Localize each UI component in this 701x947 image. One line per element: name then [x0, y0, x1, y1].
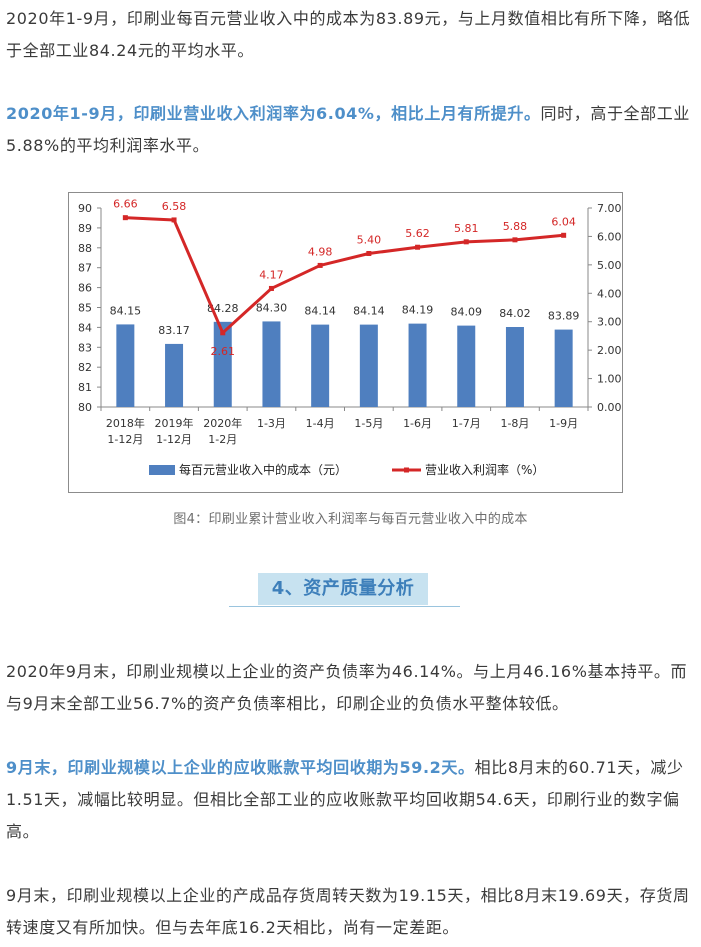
legend-bar-label: 每百元营业收入中的成本（元） — [179, 462, 347, 477]
cost-bar-data-label: 84.09 — [451, 306, 483, 319]
cost-bar — [554, 329, 573, 407]
right-axis-tick-label: 1.00 — [597, 373, 622, 386]
profit-rate-data-label: 2.61 — [211, 345, 236, 358]
section-title: 4、资产质量分析 — [258, 573, 428, 605]
left-axis-tick-label: 87 — [78, 262, 92, 275]
profit-rate-data-label: 5.88 — [503, 220, 528, 233]
profit-rate-data-label: 4.17 — [259, 268, 284, 281]
left-axis-tick-label: 81 — [78, 381, 92, 394]
x-axis-category-label: 1-6月 — [403, 417, 432, 430]
paragraph-profit-rate: 2020年1-9月，印刷业营业收入利润率为6.04%，相比上月有所提升。同时，高… — [6, 98, 692, 162]
left-axis-tick-label: 90 — [78, 202, 92, 215]
profit-rate-marker — [220, 330, 226, 336]
cost-bar — [165, 343, 184, 407]
paragraph-debt-ratio: 2020年9月末，印刷业规模以上企业的资产负债率为46.14%。与上月46.16… — [6, 662, 688, 713]
x-axis-category-label: 1-8月 — [500, 417, 529, 430]
profit-rate-marker — [268, 285, 274, 291]
left-axis-tick-label: 88 — [78, 242, 92, 255]
section-underline — [229, 606, 460, 607]
legend-bar-swatch — [149, 465, 175, 475]
profit-rate-data-label: 6.04 — [551, 215, 576, 228]
profit-rate-data-label: 6.58 — [162, 200, 187, 213]
profit-rate-marker — [512, 237, 518, 243]
cost-bar-data-label: 84.14 — [353, 305, 385, 318]
x-axis-category-label: 1-12月 — [107, 433, 143, 446]
x-axis-category-label: 1-2月 — [208, 433, 237, 446]
cost-bar — [311, 324, 330, 407]
profit-rate-marker — [366, 250, 372, 256]
cost-bar-data-label: 84.19 — [402, 304, 434, 317]
right-axis-tick-label: 3.00 — [597, 316, 622, 329]
legend-line-marker — [404, 467, 409, 473]
profit-rate-marker — [463, 239, 469, 245]
section-header: 4、资产质量分析 — [229, 573, 460, 607]
cost-bar-data-label: 84.30 — [256, 301, 288, 314]
x-axis-category-label: 1-4月 — [306, 417, 335, 430]
cost-bar — [116, 324, 135, 407]
profit-rate-data-label: 5.40 — [357, 233, 382, 246]
left-axis-tick-label: 89 — [78, 222, 92, 235]
paragraph-receivables-rest: 相比8月末的60.71天，减少1.51天，减幅比较明显。但相比全部工业的应收账款… — [6, 758, 684, 841]
right-axis-tick-label: 7.00 — [597, 202, 622, 215]
x-axis-category-label: 2018年 — [106, 416, 145, 430]
figure-caption: 图4：印刷业累计营业收入利润率与每百元营业收入中的成本 — [173, 512, 528, 527]
left-axis-tick-label: 82 — [78, 361, 92, 374]
profit-rate-marker — [317, 262, 323, 268]
left-axis-tick-label: 85 — [78, 302, 92, 315]
cost-bar-data-label: 83.17 — [158, 324, 190, 337]
combo-chart: 80 81 82 83 84 85 86 87 88 89 90 0.00 1.00 2.00 3.00 4.… — [78, 198, 622, 477]
paragraph-receivables: 9月末，印刷业规模以上企业的应收账款平均回收期为59.2天。相比8月末的60.7… — [6, 752, 692, 848]
right-axis-tick-label: 0.00 — [597, 401, 622, 414]
x-axis-category-label: 1-9月 — [549, 417, 578, 430]
cost-bar — [505, 327, 524, 407]
x-axis-category-label: 1-3月 — [257, 417, 286, 430]
paragraph-inventory: 9月末，印刷业规模以上企业的产成品存货周转天数为19.15天，相比8月末19.6… — [6, 886, 690, 937]
cost-bar-data-label: 84.14 — [304, 305, 336, 318]
cost-bar — [408, 323, 427, 407]
chart-frame: 80 81 82 83 84 85 86 87 88 89 90 0.00 1.00 2.00 3.00 4.… — [68, 192, 623, 493]
cost-bar — [359, 324, 378, 407]
highlight-profit-rate: 2020年1-9月，印刷业营业收入利润率为6.04%，相比上月有所提升。 — [6, 104, 541, 123]
profit-rate-marker — [415, 244, 421, 250]
profit-rate-marker — [122, 215, 128, 221]
right-axis-tick-label: 2.00 — [597, 344, 622, 357]
cost-bar — [213, 321, 232, 407]
cost-bar-data-label: 84.02 — [499, 307, 531, 320]
x-axis-category-label: 1-12月 — [156, 433, 192, 446]
left-axis-tick-label: 80 — [78, 401, 92, 414]
x-axis-category-label: 2020年 — [203, 416, 242, 430]
legend-line-label: 营业收入利润率（%） — [425, 462, 544, 477]
cost-bar-data-label: 84.15 — [110, 304, 142, 317]
profit-rate-marker — [171, 217, 177, 223]
x-axis-category-label: 1-5月 — [354, 417, 383, 430]
right-axis-tick-label: 4.00 — [597, 287, 622, 300]
right-axis-tick-label: 6.00 — [597, 230, 622, 243]
profit-rate-data-label: 4.98 — [308, 245, 333, 258]
left-axis-tick-label: 86 — [78, 282, 92, 295]
cost-bar — [262, 321, 281, 407]
left-axis-tick-label: 83 — [78, 341, 92, 354]
paragraph-cost: 2020年1-9月，印刷业每百元营业收入中的成本为83.89元，与上月数值相比有… — [6, 9, 691, 60]
left-axis-tick-label: 84 — [78, 321, 92, 334]
paragraph-profit-rate-rest: 同时，高于全部工业5.88%的平均利润率水平。 — [6, 104, 690, 155]
x-axis-category-label: 2019年 — [155, 416, 194, 430]
profit-rate-data-label: 5.81 — [454, 222, 479, 235]
cost-bar-data-label: 83.89 — [548, 310, 580, 323]
profit-rate-marker — [561, 232, 567, 238]
profit-rate-line — [125, 216, 564, 335]
x-axis-category-label: 1-7月 — [452, 417, 481, 430]
right-axis-tick-label: 5.00 — [597, 259, 622, 272]
profit-rate-data-label: 6.66 — [113, 198, 138, 211]
cost-bar — [457, 325, 476, 407]
profit-rate-data-label: 5.62 — [405, 227, 430, 240]
highlight-receivables: 9月末，印刷业规模以上企业的应收账款平均回收期为59.2天。 — [6, 758, 475, 777]
